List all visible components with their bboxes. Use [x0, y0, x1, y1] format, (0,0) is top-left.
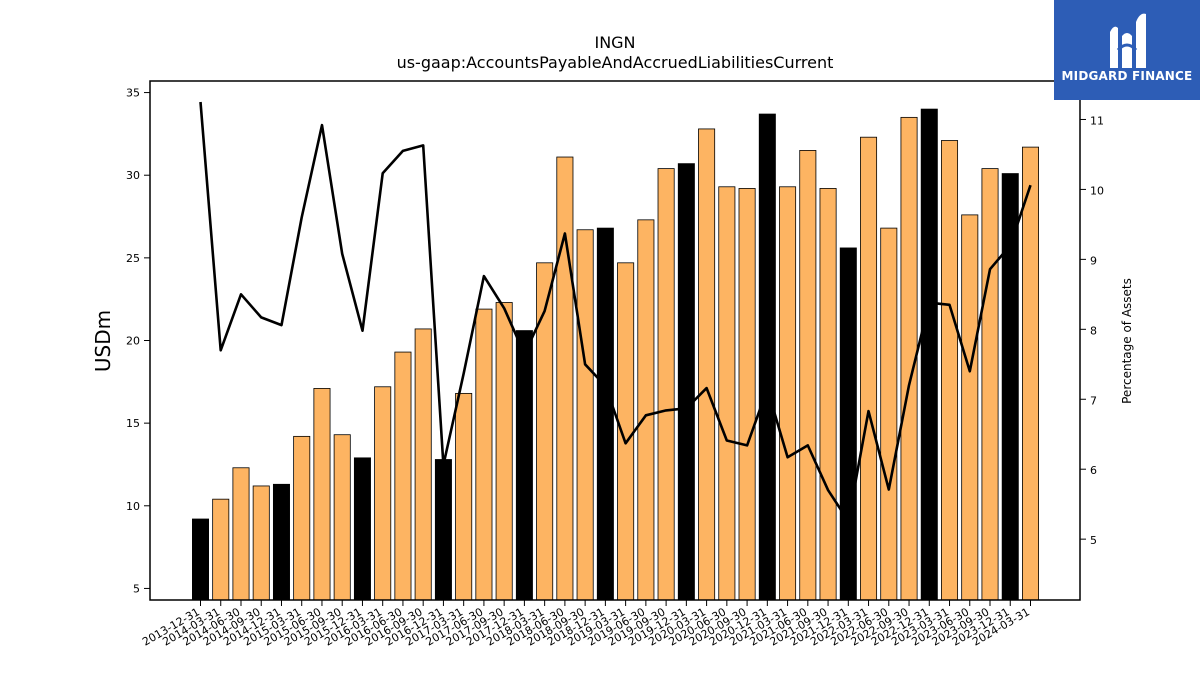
- bar-2018-09-30: [576, 229, 594, 601]
- bar-2015-06-30: [313, 388, 331, 601]
- bar-2022-03-31: [860, 136, 878, 601]
- bar-2017-06-30: [475, 308, 493, 601]
- bar-2015-12-31: [353, 457, 371, 601]
- bar-2016-12-31: [434, 459, 452, 601]
- right-tick-label: 10: [1090, 184, 1104, 197]
- bar-2023-09-30: [981, 168, 999, 601]
- bar-2016-09-30: [414, 328, 432, 601]
- chart-subtitle: us-gaap:AccountsPayableAndAccruedLiabili…: [397, 53, 834, 72]
- bar-2023-12-31: [1001, 173, 1019, 601]
- bar-2016-03-31: [374, 386, 392, 601]
- bar-2023-06-30: [961, 214, 979, 601]
- left-tick-label: 30: [126, 169, 140, 182]
- brand-logo: MIDGARD FINANCE: [1054, 0, 1200, 100]
- left-axis-label: USDm: [91, 310, 115, 372]
- bar-2014-12-31: [272, 483, 290, 601]
- left-tick-label: 5: [133, 582, 140, 595]
- left-axis: 5 10 15 20 25 30 35: [126, 87, 150, 595]
- bar-2019-12-31: [677, 163, 695, 601]
- bar-2014-09-30: [252, 485, 270, 601]
- bar-2019-03-31: [617, 262, 635, 601]
- bar-2020-03-31: [698, 128, 716, 601]
- bar-2017-12-31: [515, 330, 533, 601]
- right-tick-label: 5: [1090, 534, 1097, 547]
- bar-2021-03-31: [779, 186, 797, 601]
- midgard-logo-icon: [1110, 13, 1146, 69]
- right-tick-label: 6: [1090, 464, 1097, 477]
- left-tick-label: 35: [126, 87, 140, 100]
- left-tick-label: 25: [126, 252, 140, 265]
- brand-name: MIDGARD FINANCE: [1061, 69, 1193, 83]
- right-axis: 5 6 7 8 9 10 11: [1080, 114, 1104, 547]
- bar-2017-03-31: [455, 392, 473, 601]
- chart-title: INGN: [594, 33, 635, 52]
- bar-2020-06-30: [718, 186, 736, 601]
- bar-2022-06-30: [880, 227, 898, 601]
- left-tick-label: 15: [126, 417, 140, 430]
- bar-2014-06-30: [232, 467, 250, 601]
- bar-2015-03-31: [293, 435, 311, 601]
- right-tick-label: 7: [1090, 394, 1097, 407]
- bar-2023-03-31: [941, 140, 959, 601]
- bar-2021-06-30: [799, 150, 817, 601]
- right-axis-label: Percentage of Assets: [1120, 278, 1134, 404]
- bar-2021-12-31: [839, 247, 857, 601]
- left-tick-label: 20: [126, 335, 140, 348]
- bar-2015-09-30: [333, 434, 351, 601]
- percentage-line: [199, 101, 1032, 523]
- right-tick-label: 11: [1090, 114, 1104, 127]
- bar-2019-06-30: [637, 219, 655, 601]
- bar-2018-06-30: [556, 156, 574, 601]
- bar-series: [192, 108, 1039, 601]
- bar-2024-03-31: [1022, 146, 1039, 601]
- bar-2019-09-30: [657, 168, 675, 601]
- bar-2022-12-31: [920, 108, 938, 601]
- bar-2021-09-30: [819, 188, 837, 601]
- bar-2016-06-30: [394, 351, 412, 601]
- bar-2013-12-31: [192, 518, 209, 601]
- right-tick-label: 8: [1090, 324, 1097, 337]
- bar-2014-03-31: [212, 498, 230, 601]
- bar-2017-09-30: [495, 302, 513, 601]
- left-tick-label: 10: [126, 500, 140, 513]
- bar-2018-12-31: [596, 227, 614, 601]
- bar-2020-12-31: [758, 113, 776, 601]
- bar-2020-09-30: [738, 188, 756, 601]
- right-tick-label: 9: [1090, 254, 1097, 267]
- x-axis: 2013-12-312014-03-312014-06-302014-09-30…: [140, 600, 1032, 649]
